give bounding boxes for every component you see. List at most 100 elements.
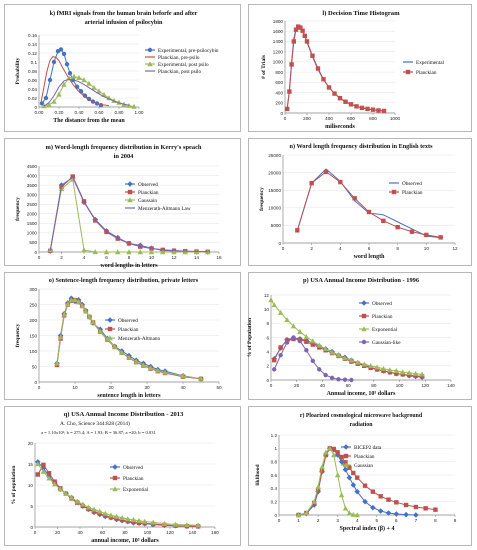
chart-q-point [102, 510, 109, 516]
chart-l-xtick: 1000 [390, 116, 401, 121]
chart-l-point [287, 89, 292, 94]
chart-p-point [419, 371, 425, 377]
chart-o-point [162, 369, 168, 375]
chart-q-point [85, 504, 92, 510]
chart-q-ytick: 5 [30, 504, 33, 509]
chart-q-xtick: 120 [166, 530, 174, 535]
chart-o-point [79, 302, 85, 308]
chart-l-xtick: 600 [347, 116, 355, 121]
chart-n-legend-label: Observed [402, 181, 422, 187]
chart-r-point [403, 502, 409, 508]
chart-o-point [61, 311, 67, 317]
chart-r-point [323, 449, 329, 455]
chart-k-point [61, 81, 67, 87]
chart-m-xtick: 14 [194, 255, 200, 260]
chart-q-point [119, 514, 125, 520]
chart-n-point [309, 180, 314, 186]
chart-n-xtick: 6 [368, 246, 371, 251]
chart-k-xtick: 1.00 [135, 110, 144, 115]
chart-p-point [284, 316, 290, 322]
chart-k-ytick: 0 [34, 105, 37, 110]
chart-q-point [150, 519, 156, 525]
chart-k-ytick: 0.14 [28, 42, 37, 47]
chart-m-point [126, 249, 132, 255]
chart-o-point [68, 297, 75, 303]
chart-n-ytick: 15000 [268, 188, 281, 193]
chart-o-ytick: 150 [29, 333, 37, 338]
chart-r-title-line: radiation [350, 422, 374, 428]
chart-l-ytick: 400 [275, 90, 283, 95]
chart-p-point [323, 372, 328, 378]
chart-r-point [323, 452, 329, 458]
chart-r-series [295, 445, 360, 518]
chart-r-point [295, 512, 302, 518]
chart-q-ytick: 20 [28, 441, 34, 446]
chart-p-point [317, 367, 322, 372]
chart-q-xtick: 40 [77, 530, 83, 535]
chart-q-ytick: 10 [28, 483, 34, 488]
chart-k-ytick: 0.16 [28, 33, 37, 38]
chart-r-point [423, 506, 428, 511]
panel-m: m) Word-length frequency distribution in… [4, 138, 241, 269]
chart-r-ytick: 0.4 [271, 486, 278, 491]
chart-r-series-line [298, 447, 358, 516]
chart-r-xtick: 1 [297, 518, 300, 523]
chart-o-ylabel: frequency [15, 323, 21, 347]
chart-q-title-line: q) USA Annual Income Distribution - 2013 [64, 411, 185, 418]
chart-k-point [71, 73, 77, 79]
chart-o-legend-label: Observed [118, 318, 138, 324]
chart-m-ytick: 2000 [27, 212, 38, 217]
chart-k-ytick: 0.12 [28, 51, 37, 56]
chart-p-legend-label: Gaussian-like [372, 340, 401, 346]
chart-k-point [46, 101, 52, 107]
chart-p-point [342, 355, 348, 361]
chart-n-xtick: 12 [452, 246, 458, 251]
chart-p-point [367, 363, 374, 369]
chart-o-xtick: 30 [144, 385, 150, 390]
chart-k-point [56, 91, 62, 97]
chart-r-xtick: 6 [395, 518, 398, 523]
chart-l-point [300, 28, 305, 33]
chart-l-ytick: 200 [275, 101, 283, 106]
chart-l-ytick: 1600 [273, 29, 284, 34]
chart-l-point [296, 24, 301, 29]
chart-p-point [374, 364, 380, 370]
chart-o-ytick: 250 [29, 302, 37, 307]
chart-o-ytick: 100 [29, 349, 37, 354]
chart-m-point [148, 249, 155, 255]
chart-l-ytick: 800 [275, 70, 283, 75]
chart-q-point [46, 475, 52, 481]
chart-p-xtick: 0 [270, 383, 273, 388]
chart-l-xtick: 200 [303, 116, 311, 121]
chart-q-point [161, 520, 168, 526]
chart-p-xtick: 120 [421, 383, 429, 388]
chart-k-point [51, 59, 57, 65]
chart-k-point [78, 89, 84, 94]
chart-p-point [412, 370, 419, 376]
chart-o: o) Sentence-length frequency distributio… [15, 277, 222, 399]
chart-q-point [35, 461, 41, 467]
chart-n-series-line [296, 168, 441, 239]
chart-m-xtick: 6 [105, 255, 108, 260]
chart-m-series [49, 176, 208, 253]
panel-o: o) Sentence-length frequency distributio… [4, 272, 241, 400]
chart-k-legend-marker [147, 61, 153, 67]
chart-l-legend-label: Planckian [416, 70, 437, 76]
chart-l-ytick: 1800 [273, 19, 284, 24]
chart-q-point [184, 522, 190, 528]
chart-l-ylabel: # of Trials [261, 54, 267, 79]
chart-r-point [370, 489, 376, 494]
chart-p-series [268, 297, 425, 377]
chart-p-legend-label: Planckian [372, 314, 393, 320]
chart-l-point [348, 102, 354, 107]
chart-m-ytick: 3000 [27, 192, 38, 197]
chart-q-ylabel: % of population [11, 465, 17, 505]
chart-m-legend-marker [127, 197, 133, 203]
chart-k-point [126, 102, 132, 108]
chart-r-point [311, 498, 317, 504]
chart-m-ytick: 1000 [27, 231, 38, 236]
chart-o-ytick: 300 [29, 287, 37, 292]
chart-p-point [268, 297, 274, 303]
chart-p-series [272, 335, 354, 383]
chart-r-xtick: 3 [336, 518, 339, 523]
